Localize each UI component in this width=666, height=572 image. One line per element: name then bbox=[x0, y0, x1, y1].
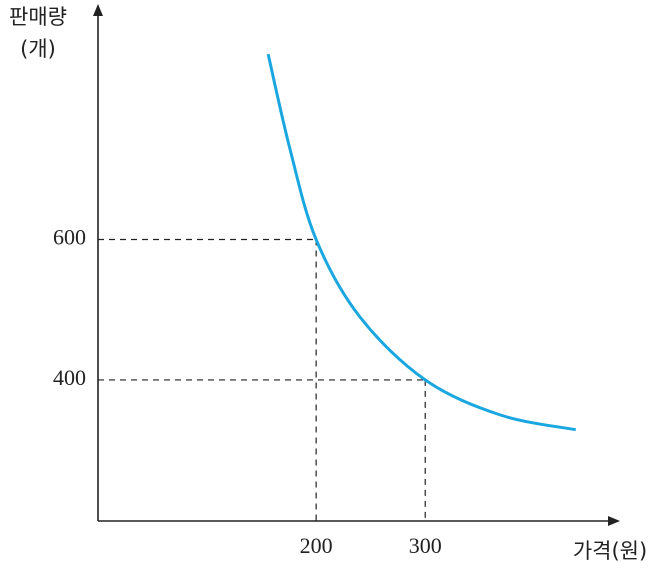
y-tick-label: 400 bbox=[53, 365, 86, 390]
y-axis-label: 판매량 bbox=[9, 5, 67, 29]
demand-curve bbox=[266, 53, 577, 432]
y-axis-label: (개) bbox=[20, 37, 56, 61]
y-tick-label: 600 bbox=[53, 225, 86, 250]
x-tick-label: 200 bbox=[300, 533, 333, 558]
x-tick-label: 300 bbox=[409, 533, 442, 558]
x-axis-label: 가격(원) bbox=[573, 539, 647, 563]
